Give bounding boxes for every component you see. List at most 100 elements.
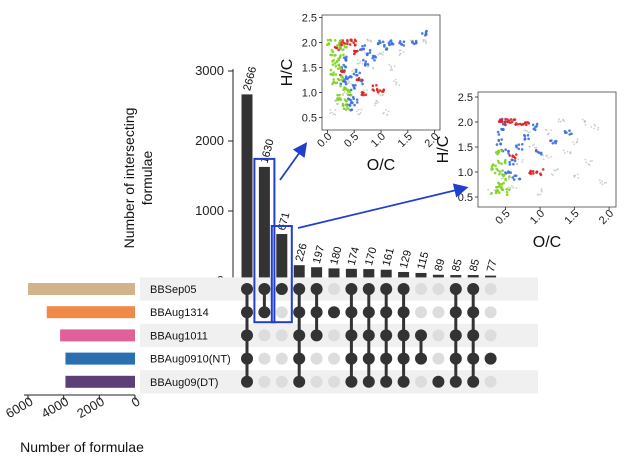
inset-scatter-point [390,65,392,68]
inset-scatter-point [424,32,428,35]
matrix-dot-empty [275,375,288,388]
inset-scatter-point [583,121,586,123]
inset-scatter-point [343,65,347,68]
inset-scatter-point [344,82,348,86]
inset-scatter-point [334,113,337,116]
inset-scatter-point [524,129,527,132]
bar-value-label: 226 [294,242,310,263]
inset-scatter-point [507,188,511,191]
inset-scatter-point [352,72,356,76]
inset-scatter-point [345,45,348,49]
matrix-dot-filled [432,375,445,388]
bar-value-label: 85 [468,258,483,273]
inset-scatter-point [520,148,524,151]
inset-scatter-point [497,120,501,123]
inset-scatter-point [335,81,339,85]
inset-scatter-point [425,42,427,45]
inset-scatter-point [581,118,584,121]
inset-scatter-point [342,56,346,59]
inset-scatter-point [333,54,336,57]
inset-scatter-point [542,154,545,157]
inset-scatter-point [535,171,538,174]
inset-x-tick-label: 0.5 [493,208,512,227]
inset-scatter-point [562,149,565,152]
inset-scatter-point [336,44,339,47]
inset-scatter-point [507,186,510,189]
inset-scatter-point [383,45,386,48]
matrix-dot-filled [345,329,358,342]
inset-scatter-point [491,167,494,171]
inset-scatter-point [374,102,377,105]
inset-scatter-point [334,109,337,111]
inset-scatter-point [495,167,499,171]
inset-scatter-point [414,39,418,43]
inset-scatter-point [514,174,518,177]
inset-scatter-point [526,120,529,124]
set-x-axis-title: Number of formulae [20,439,144,455]
set-name-label: BBAug1314 [150,307,209,319]
inset-scatter-point [556,168,559,171]
inset-scatter-point [330,53,334,57]
inset-scatter-point [498,172,501,176]
inset-scatter-point [379,94,382,97]
inset-x-tick-label: 0.0 [315,131,334,150]
inset-scatter-point [570,132,573,136]
inset-scatter-point [508,175,511,178]
inset-scatter-point [385,47,389,50]
inset-scatter-point [505,193,509,197]
inset-scatter-point [529,172,533,176]
inset-scatter-point [341,76,345,80]
inset-scatter-point [494,190,498,194]
inset-scatter-point [346,42,349,46]
matrix-dot-filled [449,329,462,342]
inset-scatter-point [357,113,360,116]
inset-scatter-point [391,69,394,72]
inset-scatter-point [356,62,359,65]
inset-scatter-point [339,98,343,102]
inset-scatter-point [333,38,337,42]
inset-y-axis-title: H/C [279,59,296,87]
intersection-bar [241,94,253,281]
inset-scatter-point [368,48,372,52]
matrix-dot-filled [275,283,288,295]
inset-scatter-point [511,176,514,179]
matrix-dot-filled [380,283,393,295]
inset-scatter-point [345,105,349,108]
inset-scatter-point [402,44,406,47]
inset-scatter-point [398,54,401,57]
inset-scatter-point [353,68,356,71]
inset-scatter-point [344,58,348,61]
inset-scatter-point [342,92,345,95]
inset-scatter-point [518,177,522,181]
van-krevelen-inset-1: 0.0 0.5 1.0 1.5 2.00.51.01.52.02.5O/CH/C [279,13,442,175]
inset-scatter-point [342,69,345,73]
inset-scatter-point [497,181,500,185]
inset-scatter-point [504,148,507,151]
inset-scatter-point [413,42,416,46]
inset-scatter-point [363,63,367,67]
inset-scatter-point [526,130,529,133]
inset-scatter-point [362,89,365,92]
inset-scatter-point [507,171,510,174]
inset-scatter-point [512,178,516,181]
inset-y-tick-label: 2.5 [458,92,473,104]
bar-value-label: 174 [346,246,362,267]
matrix-dot-empty [328,283,340,295]
inset-scatter-point [360,93,364,97]
inset-scatter-point [377,101,380,104]
inset-scatter-point [358,62,361,65]
inset-scatter-point [381,94,384,96]
inset-scatter-point [497,133,501,136]
inset-scatter-point [389,69,392,72]
inset-scatter-point [502,173,505,177]
inset-scatter-point [337,63,341,67]
inset-scatter-point [496,159,500,163]
inset-scatter-point [330,111,333,114]
inset-scatter-point [517,143,521,146]
highlight-box [270,225,293,324]
matrix-dot-filled [467,329,480,342]
inset-scatter-point [534,146,536,149]
inset-scatter-point [353,50,357,54]
inset-scatter-point [504,158,507,162]
inset-scatter-point [547,132,550,135]
